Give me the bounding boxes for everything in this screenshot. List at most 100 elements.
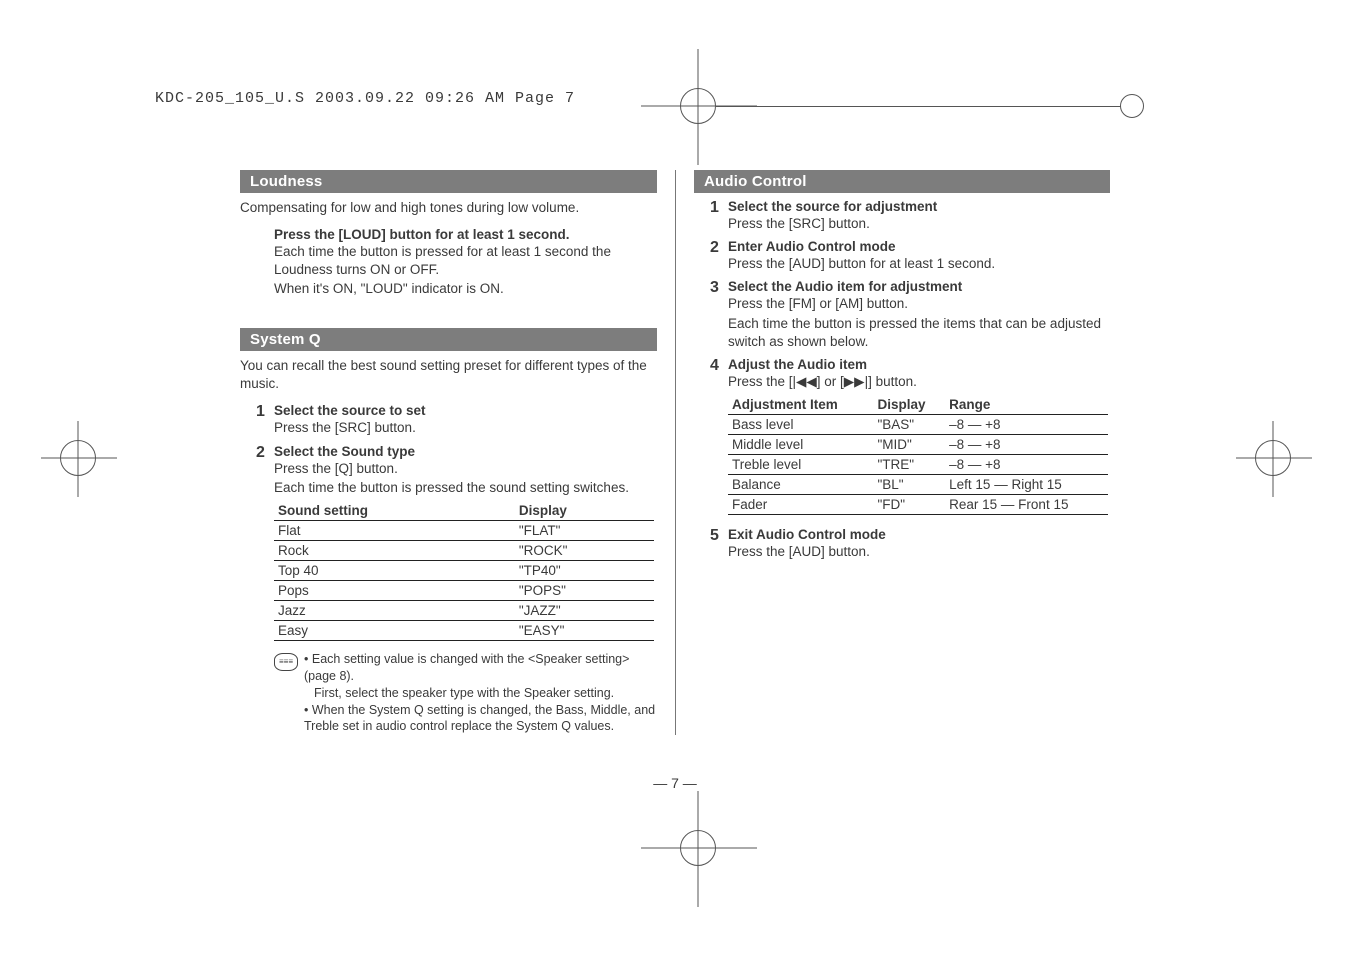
table-cell: –8 — +8 [945,455,1108,475]
table-header-row: Sound setting Display [274,501,654,521]
table-row: Middle level"MID"–8 — +8 [728,435,1108,455]
table-header: Display [874,395,946,415]
table-header-row: Adjustment Item Display Range [728,395,1108,415]
table-cell: Left 15 — Right 15 [945,475,1108,495]
table-cell: Middle level [728,435,874,455]
registration-mark-left [60,440,96,476]
table-cell: Jazz [274,600,515,620]
audio-step-2: 2 Enter Audio Control mode Press the [AU… [710,239,1110,273]
table-cell: Pops [274,580,515,600]
step-number: 5 [710,527,728,561]
table-cell: "BL" [874,475,946,495]
step-subtext: Each time the button is pressed the item… [728,315,1110,351]
systemq-heading: System Q [240,328,657,351]
table-row: Bass level"BAS"–8 — +8 [728,415,1108,435]
step-text: Press the [FM] or [AM] button. [728,295,1110,313]
systemq-table: Sound setting Display Flat"FLAT" Rock"RO… [274,501,654,641]
table-header: Adjustment Item [728,395,874,415]
table-cell: "MID" [874,435,946,455]
table-cell: Easy [274,620,515,640]
table-cell: "FD" [874,495,946,515]
table-cell: "JAZZ" [515,600,654,620]
table-row: Balance"BL"Left 15 — Right 15 [728,475,1108,495]
table-cell: Top 40 [274,560,515,580]
systemq-note: ≡≡≡ • Each setting value is changed with… [274,651,657,735]
audio-step-3: 3 Select the Audio item for adjustment P… [710,279,1110,351]
registration-mark-bottom [680,830,716,866]
note-icon: ≡≡≡ [274,653,298,671]
loudness-step: Press the [LOUD] button for at least 1 s… [256,227,657,298]
table-header: Sound setting [274,501,515,521]
systemq-step-2: 2 Select the Sound type Press the [Q] bu… [256,444,657,647]
loudness-step-text1: Each time the button is pressed for at l… [274,243,657,279]
table-cell: Fader [728,495,874,515]
step-number: 1 [710,199,728,233]
note-line: • Each setting value is changed with the… [304,651,657,685]
step-number: 3 [710,279,728,351]
registration-mark-right [1255,440,1291,476]
table-row: Easy"EASY" [274,620,654,640]
table-cell: Rock [274,540,515,560]
table-header: Range [945,395,1108,415]
registration-mark-top [680,88,716,124]
step-title: Select the Sound type [274,444,657,459]
table-cell: Flat [274,520,515,540]
table-cell: –8 — +8 [945,415,1108,435]
left-column: Loudness Compensating for low and high t… [240,170,675,735]
table-header: Display [515,501,654,521]
audio-step-5: 5 Exit Audio Control mode Press the [AUD… [710,527,1110,561]
print-header: KDC-205_105_U.S 2003.09.22 09:26 AM Page… [155,90,575,107]
loudness-heading: Loudness [240,170,657,193]
page-content: Loudness Compensating for low and high t… [240,170,1110,791]
systemq-intro: You can recall the best sound setting pr… [240,357,657,393]
table-cell: "ROCK" [515,540,654,560]
table-cell: "POPS" [515,580,654,600]
table-cell: Balance [728,475,874,495]
audio-table: Adjustment Item Display Range Bass level… [728,395,1108,515]
step-text: Press the [Q] button. [274,460,657,478]
note-line: First, select the speaker type with the … [314,685,657,702]
step-title: Exit Audio Control mode [728,527,1110,542]
step-title: Enter Audio Control mode [728,239,1110,254]
loudness-intro: Compensating for low and high tones duri… [240,199,657,217]
table-cell: "EASY" [515,620,654,640]
page-number: — 7 — [240,775,1110,791]
step-title: Select the Audio item for adjustment [728,279,1110,294]
step-text: Press the [SRC] button. [728,215,1110,233]
step-text: Press the [AUD] button for at least 1 se… [728,255,1110,273]
step-number: 4 [710,357,728,521]
audio-heading: Audio Control [694,170,1110,193]
loudness-step-title: Press the [LOUD] button for at least 1 s… [274,227,657,242]
step-title: Select the source to set [274,403,657,418]
audio-step-1: 1 Select the source for adjustment Press… [710,199,1110,233]
right-column: Audio Control 1 Select the source for ad… [675,170,1110,735]
table-row: Treble level"TRE"–8 — +8 [728,455,1108,475]
table-row: Rock"ROCK" [274,540,654,560]
step-text: Press the [SRC] button. [274,419,657,437]
table-cell: "TRE" [874,455,946,475]
step-number: 2 [256,444,274,647]
step-title: Select the source for adjustment [728,199,1110,214]
note-line: • When the System Q setting is changed, … [304,702,657,736]
table-row: Flat"FLAT" [274,520,654,540]
step-subtext: Each time the button is pressed the soun… [274,479,657,497]
table-row: Top 40"TP40" [274,560,654,580]
table-cell: "TP40" [515,560,654,580]
step-text: Press the [AUD] button. [728,543,1110,561]
table-row: Jazz"JAZZ" [274,600,654,620]
step-number: 1 [256,403,274,437]
step-number: 2 [710,239,728,273]
audio-step-4: 4 Adjust the Audio item Press the [|◀◀] … [710,357,1110,521]
table-cell: Rear 15 — Front 15 [945,495,1108,515]
table-cell: "FLAT" [515,520,654,540]
note-text-span: When the System Q setting is changed, th… [304,703,655,734]
step-text: Press the [|◀◀] or [▶▶|] button. [728,373,1110,391]
table-row: Pops"POPS" [274,580,654,600]
table-cell: "BAS" [874,415,946,435]
table-row: Fader"FD"Rear 15 — Front 15 [728,495,1108,515]
systemq-step-1: 1 Select the source to set Press the [SR… [256,403,657,437]
table-cell: –8 — +8 [945,435,1108,455]
loudness-step-text2: When it's ON, "LOUD" indicator is ON. [274,280,657,298]
step-title: Adjust the Audio item [728,357,1110,372]
note-text-span: Each setting value is changed with the <… [304,652,629,683]
